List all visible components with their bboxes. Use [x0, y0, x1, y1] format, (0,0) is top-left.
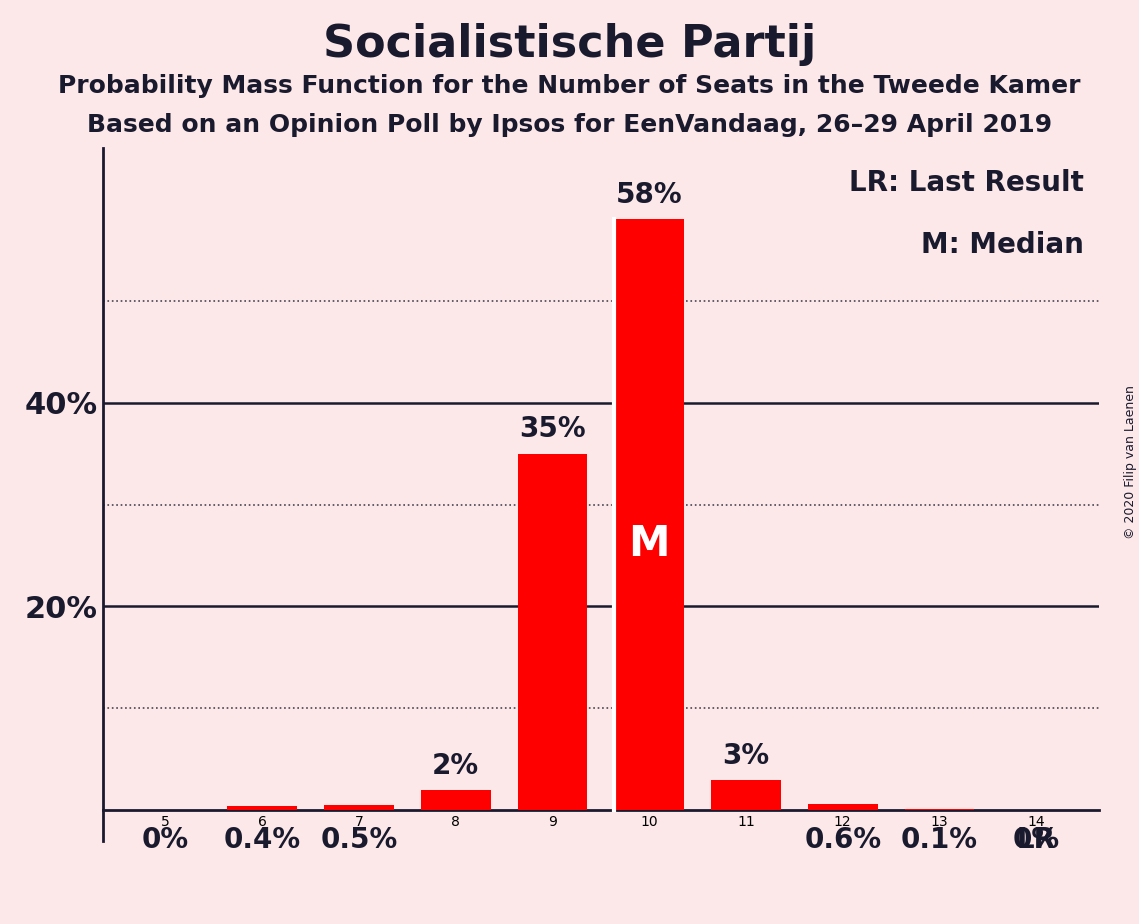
Text: 3%: 3%	[722, 741, 770, 770]
Bar	[325, 805, 394, 810]
Text: LR: LR	[1017, 825, 1056, 854]
Text: Socialistische Partij: Socialistische Partij	[322, 23, 817, 67]
Text: M: Median: M: Median	[921, 231, 1084, 259]
Text: 0.5%: 0.5%	[320, 825, 398, 854]
Text: 0%: 0%	[1013, 825, 1059, 854]
Text: M: M	[629, 523, 670, 565]
Text: 0.4%: 0.4%	[223, 825, 301, 854]
Bar	[420, 790, 491, 810]
Text: © 2020 Filip van Laenen: © 2020 Filip van Laenen	[1124, 385, 1137, 539]
Text: LR: Last Result: LR: Last Result	[850, 168, 1084, 197]
Bar	[517, 454, 588, 810]
Bar	[228, 806, 297, 810]
Text: 35%: 35%	[519, 416, 585, 444]
Bar	[904, 809, 974, 810]
Text: Probability Mass Function for the Number of Seats in the Tweede Kamer: Probability Mass Function for the Number…	[58, 74, 1081, 98]
Text: 0%: 0%	[142, 825, 189, 854]
Bar	[808, 804, 877, 810]
Bar	[614, 219, 685, 810]
Text: 2%: 2%	[432, 752, 480, 780]
Text: 0.6%: 0.6%	[804, 825, 882, 854]
Text: 58%: 58%	[616, 181, 682, 209]
Bar	[711, 780, 781, 810]
Text: 0.1%: 0.1%	[901, 825, 978, 854]
Text: Based on an Opinion Poll by Ipsos for EenVandaag, 26–29 April 2019: Based on an Opinion Poll by Ipsos for Ee…	[87, 113, 1052, 137]
